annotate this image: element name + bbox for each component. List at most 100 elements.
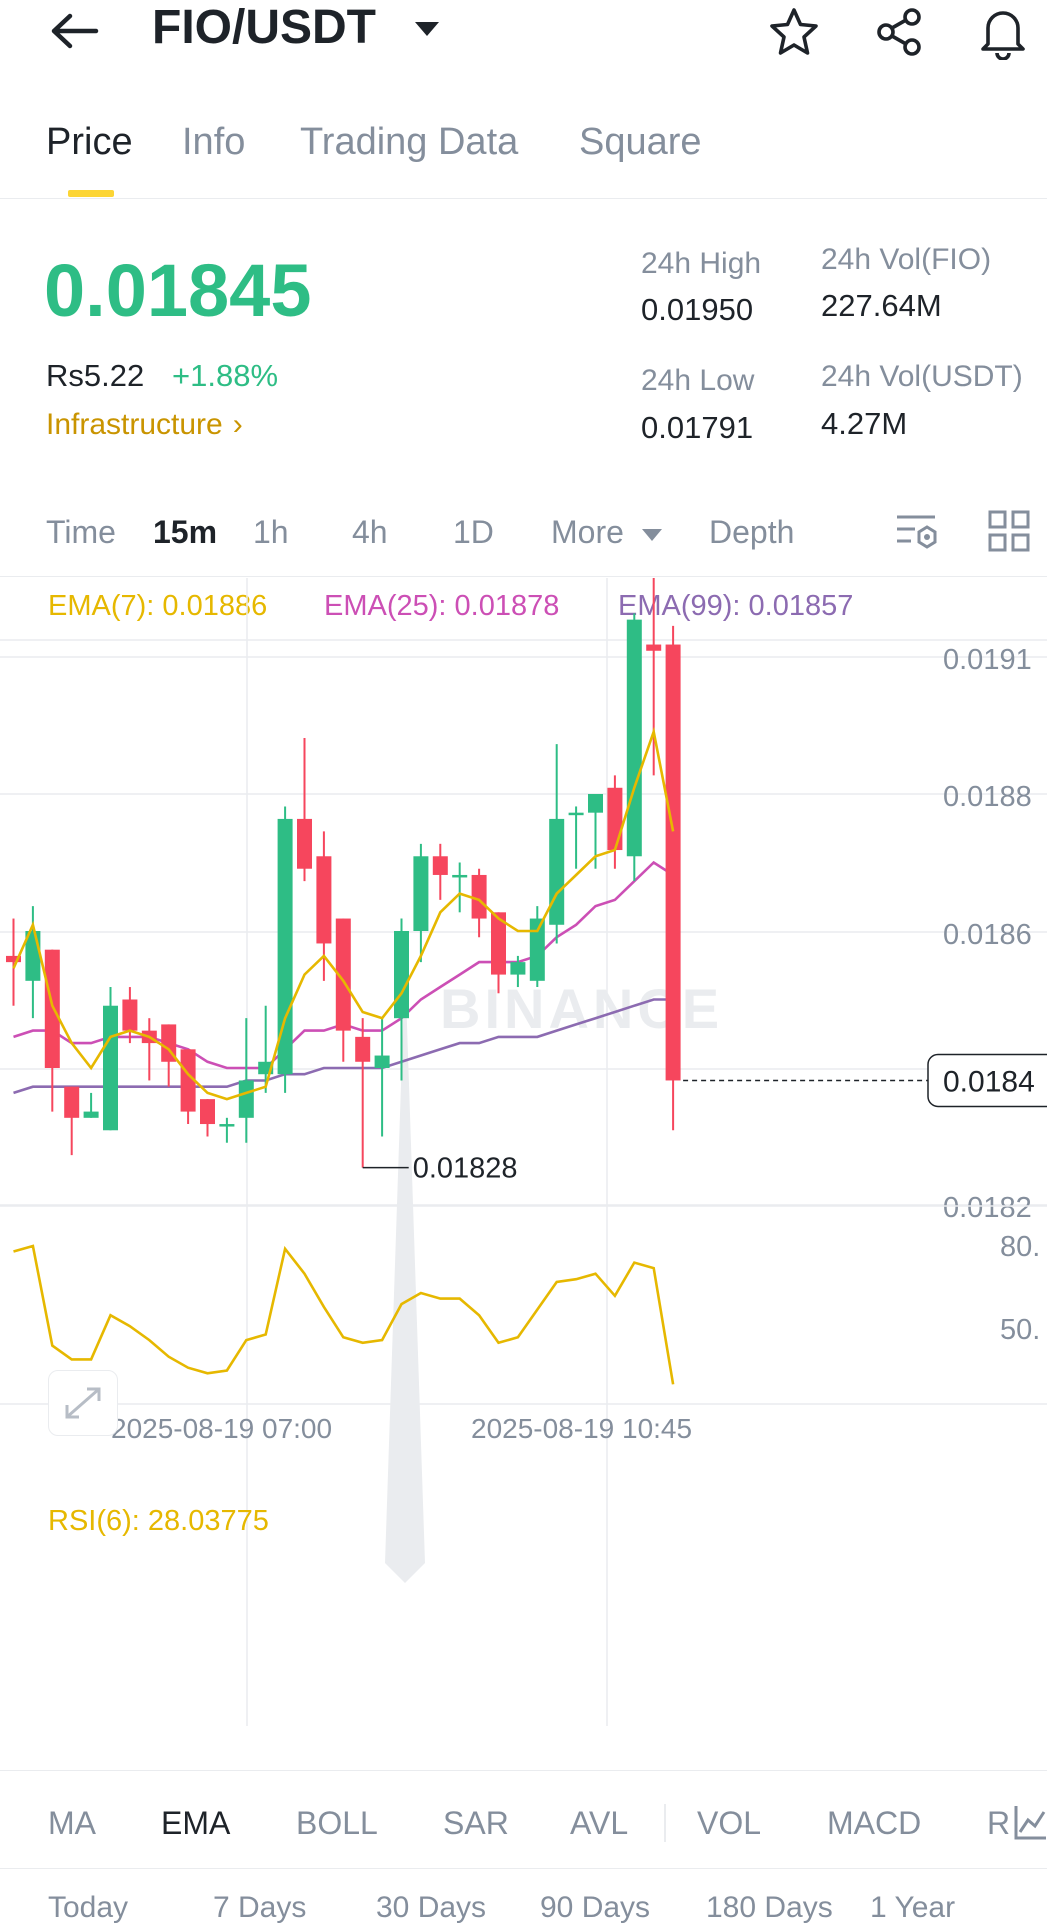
interval-1h[interactable]: 1h [253, 514, 289, 550]
watermark-logo [385, 965, 425, 1583]
indicator-avl[interactable]: AVL [570, 1805, 629, 1841]
expand-chart-button[interactable] [48, 1370, 118, 1436]
candle-body-down [491, 912, 506, 975]
bell-icon[interactable] [976, 4, 1030, 61]
tab-price[interactable]: Price [46, 121, 133, 163]
layout-grid-icon[interactable] [987, 509, 1031, 553]
candle-body-down [122, 999, 138, 1031]
candle-body-down [471, 874, 487, 919]
candle-body-down [316, 856, 332, 944]
candle-body-up [568, 812, 584, 816]
candle-body-up [588, 794, 603, 813]
low-label: 24h Low [641, 364, 755, 397]
last-price: 0.01845 [44, 249, 312, 332]
interval-15m[interactable]: 15m [153, 514, 218, 550]
chevron-right-icon: › [232, 408, 243, 441]
interval-1d[interactable]: 1D [453, 514, 494, 550]
ema7-legend: EMA(7): 0.01886 [48, 590, 268, 622]
indicator-rsi[interactable]: R [987, 1805, 1011, 1841]
low-value: 0.01791 [641, 410, 754, 445]
candle-body-down [355, 1036, 371, 1062]
candle-body-down [607, 787, 623, 851]
time-axis-label: 2025-08-19 07:00 [111, 1413, 332, 1444]
tab-trading-data[interactable]: Trading Data [300, 121, 519, 163]
range-1-year[interactable]: 1 Year [870, 1891, 956, 1924]
candle-body-down [180, 1049, 196, 1112]
range-7-days[interactable]: 7 Days [213, 1891, 307, 1924]
range-today[interactable]: Today [48, 1891, 129, 1924]
tab-square[interactable]: Square [579, 121, 702, 163]
candle-body-down [297, 818, 312, 869]
candle-body-down [665, 644, 681, 1081]
vol-quote-label: 24h Vol(USDT) [821, 360, 1023, 393]
indicator-boll[interactable]: BOLL [296, 1805, 378, 1841]
candle-body-up [413, 856, 429, 931]
high-label: 24h High [641, 247, 762, 280]
high-value: 0.01950 [641, 292, 754, 327]
price-axis-label: 0.0191 [943, 644, 1032, 676]
candle-body-down [44, 949, 60, 1068]
indicator-top-divider [0, 1770, 1047, 1771]
tabs-divider [0, 198, 1047, 199]
candle-body-up [626, 619, 642, 857]
price-axis-label: 0.0182 [943, 1192, 1032, 1224]
indicator-macd[interactable]: MACD [827, 1805, 922, 1841]
back-arrow-icon[interactable] [46, 10, 106, 52]
candlestick-chart[interactable]: 0.01930.01910.01880.01860.01840.0182BINA… [0, 578, 1047, 1728]
dropdown-caret-icon[interactable] [414, 20, 440, 38]
rsi-axis-label: 80. [1000, 1231, 1040, 1263]
indicator-bottom-divider [0, 1868, 1047, 1869]
candle-body-up [103, 1005, 118, 1131]
candle-body-down [200, 1099, 215, 1125]
candle-body-down [64, 1086, 80, 1118]
indicator-ma[interactable]: MA [48, 1805, 96, 1841]
expand-icon [65, 1387, 101, 1419]
active-tab-indicator [68, 190, 114, 197]
indicator-ema[interactable]: EMA [161, 1805, 231, 1841]
interval-more[interactable]: More [551, 514, 663, 551]
vol-base-value: 227.64M [821, 288, 942, 323]
current-price-tag-label: 0.0184 [943, 1065, 1035, 1098]
candle-body-up [374, 1055, 390, 1068]
current-price-tag [927, 1053, 1047, 1108]
category-label: Infrastructure [46, 408, 223, 441]
fiat-price: Rs5.22 [46, 358, 145, 393]
indicator-sar[interactable]: SAR [443, 1805, 509, 1841]
range-30-days[interactable]: 30 Days [376, 1891, 487, 1924]
price-axis-label: 0.0188 [943, 781, 1032, 813]
indicator-separator [664, 1804, 666, 1842]
rsi-axis-label: 50. [1000, 1314, 1040, 1346]
range-90-days[interactable]: 90 Days [540, 1891, 651, 1924]
price-change: +1.88% [172, 358, 279, 393]
chart-settings-icon[interactable] [893, 509, 941, 553]
pair-title[interactable]: FIO/USDT [152, 1, 376, 54]
candle-body-up [219, 1124, 235, 1127]
ema7-line [12, 726, 675, 1101]
candle-body-down [335, 918, 351, 1031]
interval-depth[interactable]: Depth [709, 514, 795, 550]
indicator-vol[interactable]: VOL [697, 1805, 762, 1841]
range-180-days[interactable]: 180 Days [706, 1891, 833, 1924]
candle-body-up [238, 1080, 254, 1118]
time-axis-label: 2025-08-19 10:45 [471, 1413, 692, 1444]
category-link[interactable]: Infrastructure › [46, 408, 243, 442]
ema99-legend: EMA(99): 0.01857 [618, 590, 854, 622]
more-caret-icon [641, 528, 662, 541]
candle-body-down [6, 955, 21, 963]
candle-body-up [510, 962, 526, 975]
interval-more-label: More [551, 514, 624, 550]
ema99-line [13, 998, 674, 1095]
candle-body-down [432, 856, 448, 875]
interval-4h[interactable]: 4h [352, 514, 388, 550]
indicator-chart-icon[interactable] [1010, 1798, 1047, 1846]
rsi-line [13, 1244, 675, 1385]
price-axis-label: 0.0186 [943, 919, 1032, 951]
candle-body-up [83, 1111, 99, 1118]
low-marker-label: 0.01828 [413, 1153, 518, 1185]
interval-time[interactable]: Time [46, 514, 116, 550]
share-icon[interactable] [874, 6, 926, 58]
tab-info[interactable]: Info [182, 121, 246, 163]
candle-body-up [452, 874, 468, 878]
chart-top-divider [0, 576, 1047, 577]
star-icon[interactable] [767, 6, 821, 58]
